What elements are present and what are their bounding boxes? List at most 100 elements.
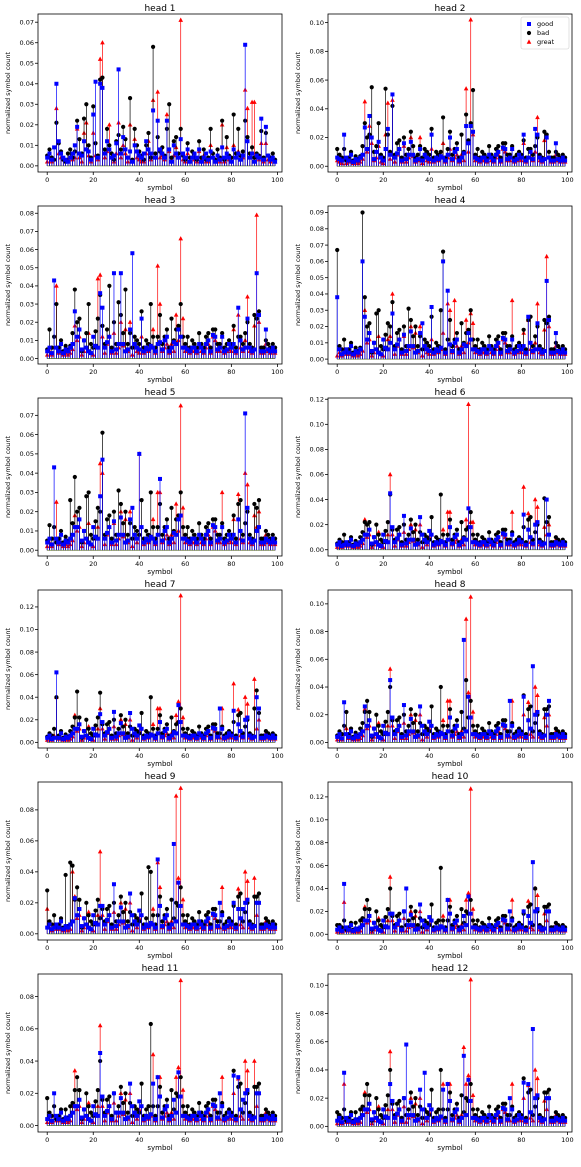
y-tick-label: 0.00 — [20, 546, 34, 554]
good-marker — [176, 517, 180, 521]
bad-marker — [151, 727, 155, 731]
y-tick-label: 0.12 — [310, 395, 324, 403]
good-marker — [460, 347, 464, 351]
good-marker — [140, 525, 144, 529]
bad-marker — [96, 506, 100, 510]
bad-marker — [179, 127, 183, 131]
bad-marker — [137, 342, 141, 346]
good-marker — [243, 411, 247, 415]
bad-marker — [139, 711, 143, 715]
good-marker — [370, 349, 374, 353]
good-marker — [89, 542, 93, 546]
bad-marker — [257, 309, 261, 313]
bad-marker — [165, 722, 169, 726]
good-marker — [407, 729, 411, 733]
good-marker — [232, 147, 236, 151]
good-marker — [252, 735, 256, 739]
x-axis-label: symbol — [437, 376, 462, 384]
good-marker — [158, 477, 162, 481]
bad-marker — [236, 127, 240, 131]
good-marker — [209, 149, 213, 153]
bad-marker — [47, 147, 51, 151]
good-marker — [170, 160, 174, 164]
bad-marker — [209, 346, 213, 350]
good-marker — [232, 533, 236, 537]
good-marker — [363, 315, 367, 319]
bad-marker — [105, 327, 109, 331]
good-marker — [213, 335, 217, 339]
good-marker — [496, 535, 500, 539]
bad-marker — [446, 147, 450, 151]
bad-marker — [77, 715, 81, 719]
good-marker — [365, 533, 369, 537]
good-marker — [204, 152, 208, 156]
bad-marker — [252, 313, 256, 317]
bad-marker — [411, 144, 415, 148]
good-marker — [202, 349, 206, 353]
bad-marker — [87, 302, 91, 306]
good-marker — [450, 157, 454, 161]
bad-marker — [234, 346, 238, 350]
good-marker — [347, 351, 351, 355]
good-marker — [73, 309, 77, 313]
good-marker — [427, 529, 431, 533]
good-marker — [460, 156, 464, 160]
good-marker — [441, 259, 445, 263]
y-axis-label: normalized symbol count — [4, 628, 12, 711]
bad-marker — [397, 525, 401, 529]
bad-marker — [406, 147, 410, 151]
good-marker — [524, 351, 528, 355]
good-marker — [372, 535, 376, 539]
good-marker — [117, 731, 121, 735]
good-marker — [243, 43, 247, 47]
y-tick-label: 0.04 — [20, 282, 34, 290]
y-tick-label: 0.06 — [20, 246, 34, 254]
good-marker — [218, 537, 222, 541]
y-tick-label: 0.02 — [20, 121, 34, 129]
good-marker — [471, 130, 475, 134]
good-marker — [347, 735, 351, 739]
good-marker — [94, 80, 98, 84]
good-marker — [499, 159, 503, 163]
y-tick-label: 0.02 — [20, 716, 34, 724]
legend-label-good: good — [537, 20, 553, 28]
good-marker — [220, 335, 224, 339]
bad-marker — [105, 517, 109, 521]
x-tick-label: 40 — [135, 176, 143, 184]
bad-marker — [363, 295, 367, 299]
good-marker — [402, 333, 406, 337]
good-marker — [80, 154, 84, 158]
good-marker — [386, 347, 390, 351]
good-marker — [273, 541, 277, 545]
bad-marker — [370, 85, 374, 89]
bad-marker — [528, 704, 532, 708]
x-tick-label: 60 — [181, 752, 189, 760]
bad-marker — [416, 729, 420, 733]
good-marker — [188, 160, 192, 164]
good-marker — [75, 335, 79, 339]
bad-marker — [411, 334, 415, 338]
good-marker — [239, 729, 243, 733]
x-tick-label: 80 — [517, 560, 525, 568]
bad-marker — [116, 488, 120, 492]
good-marker — [234, 736, 238, 740]
x-axis-label: symbol — [437, 760, 462, 768]
good-marker — [91, 113, 95, 117]
bad-marker — [160, 533, 164, 537]
bad-marker — [455, 718, 459, 722]
good-marker — [96, 734, 100, 738]
good-marker — [130, 160, 134, 164]
good-marker — [232, 709, 236, 713]
good-marker — [213, 727, 217, 731]
good-marker — [186, 147, 190, 151]
bad-marker — [192, 342, 196, 346]
bad-marker — [411, 721, 415, 725]
bad-marker — [100, 76, 104, 80]
bad-marker — [411, 530, 415, 534]
bad-marker — [342, 337, 346, 341]
bad-marker — [144, 529, 148, 533]
good-marker — [209, 541, 213, 545]
y-tick-label: 0.07 — [20, 228, 34, 236]
